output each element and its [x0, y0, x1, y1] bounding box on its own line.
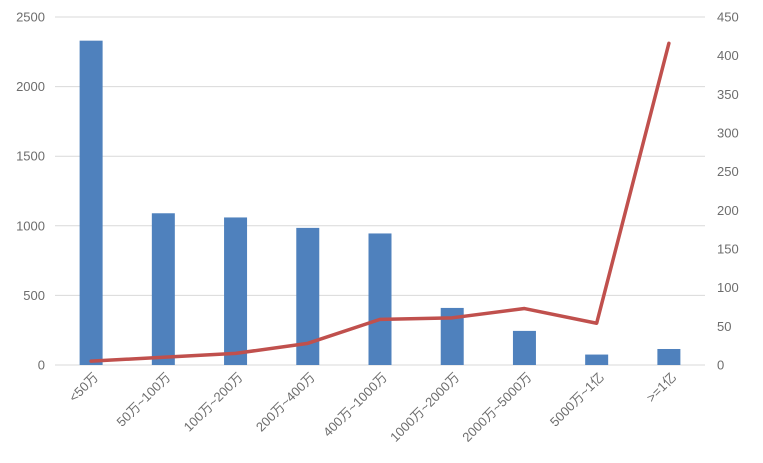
- left-axis-tick-label: 0: [38, 358, 45, 373]
- left-axis-tick-label: 1000: [16, 218, 45, 233]
- left-axis-tick-label: 2500: [16, 10, 45, 25]
- bar-2: [224, 217, 248, 365]
- right-axis-tick-label: 0: [717, 358, 724, 373]
- bar-0: [79, 40, 103, 365]
- right-axis-tick-label: 100: [717, 280, 739, 295]
- x-axis-category-label: 400万~1000万: [320, 370, 390, 440]
- bar-7: [585, 354, 609, 365]
- x-axis-category-label: 5000万~1亿: [547, 370, 607, 430]
- left-axis-tick-label: 500: [23, 288, 45, 303]
- line-series-path: [89, 41, 671, 363]
- right-axis-tick-label: 300: [717, 126, 739, 141]
- right-axis-tick-label: 200: [717, 203, 739, 218]
- x-axis-category-label: 2000万~5000万: [459, 370, 534, 445]
- right-axis-tick-label: 50: [717, 319, 731, 334]
- bar-8: [657, 348, 681, 365]
- x-axis-category-label: <50万: [66, 370, 101, 405]
- right-axis-tick-label: 250: [717, 164, 739, 179]
- x-axis-category-label: 200万~400万: [253, 370, 318, 435]
- right-axis-tick-label: 150: [717, 242, 739, 257]
- x-axis-category-label: 100万~200万: [181, 370, 246, 435]
- x-axis-category-label: 50万~100万: [114, 370, 174, 430]
- bar-5: [440, 307, 464, 365]
- x-axis-category-label: >=1亿: [643, 370, 679, 406]
- right-axis-tick-label: 400: [717, 48, 739, 63]
- bar-6: [512, 330, 536, 365]
- bar-4: [368, 233, 392, 365]
- bar-1: [151, 213, 175, 365]
- left-axis-tick-label: 2000: [16, 79, 45, 94]
- right-axis-tick-label: 350: [717, 87, 739, 102]
- right-axis-tick-label: 450: [717, 10, 739, 25]
- left-axis-tick-label: 1500: [16, 149, 45, 164]
- bar-3: [296, 227, 320, 365]
- x-axis-category-label: 1000万~2000万: [387, 370, 462, 445]
